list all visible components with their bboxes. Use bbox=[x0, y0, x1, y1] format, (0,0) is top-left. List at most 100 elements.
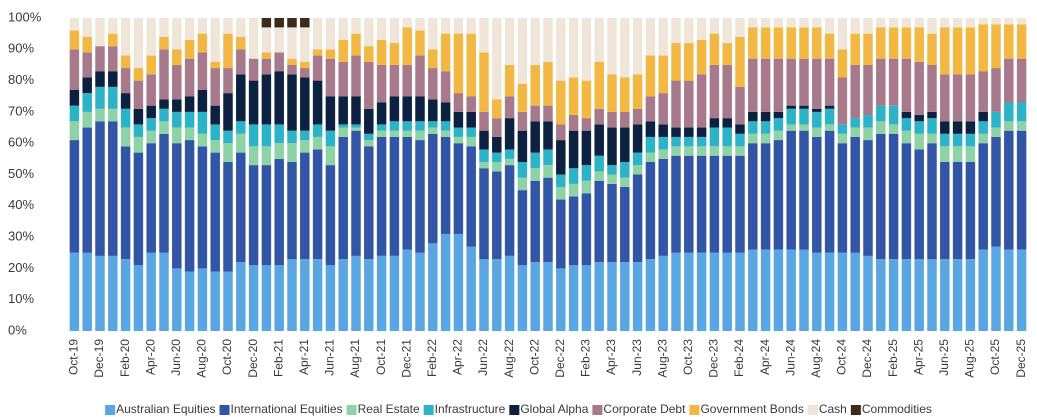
bar-segment bbox=[108, 71, 118, 87]
bar-segment bbox=[914, 149, 924, 260]
bar-segment bbox=[914, 61, 924, 116]
bar-segment bbox=[172, 143, 182, 269]
bar-segment bbox=[492, 171, 502, 260]
bar-segment bbox=[940, 133, 950, 147]
bar-segment bbox=[1004, 130, 1014, 250]
bar-segment bbox=[146, 55, 156, 75]
bar-segment bbox=[863, 18, 873, 34]
bar-segment bbox=[172, 18, 182, 50]
bar-segment bbox=[236, 49, 246, 75]
bar-segment bbox=[850, 252, 860, 331]
bar-segment bbox=[504, 118, 515, 150]
bar-segment bbox=[325, 146, 336, 166]
bar-segment bbox=[517, 83, 528, 112]
bar-segment bbox=[735, 36, 745, 87]
bar-segment bbox=[748, 143, 758, 250]
bar-segment bbox=[1004, 18, 1014, 25]
bar-segment bbox=[773, 249, 784, 331]
bar-segment bbox=[236, 74, 246, 122]
bar-segment bbox=[492, 161, 502, 172]
bar-segment bbox=[824, 33, 835, 59]
bar-segment bbox=[620, 18, 630, 78]
bar-segment bbox=[312, 259, 323, 331]
bar-segment bbox=[146, 105, 156, 119]
bar-segment bbox=[95, 86, 105, 109]
bar-segment bbox=[991, 136, 1001, 247]
x-tick-label: Dec-22 bbox=[553, 339, 567, 378]
bar-segment bbox=[146, 130, 156, 144]
y-tick-label: 70% bbox=[8, 103, 34, 118]
bar-segment bbox=[773, 58, 784, 112]
legend: Australian Equities International Equitie… bbox=[105, 402, 932, 416]
bar-segment bbox=[620, 111, 630, 128]
x-tick-label: Dec-21 bbox=[399, 339, 413, 378]
bar-segment bbox=[312, 136, 323, 150]
bar-segment bbox=[172, 64, 182, 100]
bar-segment bbox=[338, 18, 348, 40]
bar-segment bbox=[338, 136, 348, 260]
bar-segment bbox=[671, 155, 681, 253]
bar-segment bbox=[543, 149, 553, 166]
bar-segment bbox=[274, 124, 284, 144]
bar-segment bbox=[210, 271, 220, 331]
bar-segment bbox=[991, 18, 1001, 25]
bar-segment bbox=[799, 130, 809, 250]
x-tick-label: Apr-25 bbox=[911, 339, 925, 375]
bar-segment bbox=[376, 64, 387, 103]
bar-segment bbox=[300, 140, 310, 153]
bar-segment bbox=[69, 49, 80, 90]
bar-segment bbox=[530, 180, 540, 263]
bar-segment bbox=[184, 39, 195, 59]
bar-segment bbox=[748, 249, 758, 331]
bar-segment bbox=[236, 121, 246, 134]
x-tick-label: Aug-24 bbox=[809, 339, 823, 378]
bar-segment bbox=[901, 118, 912, 131]
bar-segment bbox=[287, 27, 297, 59]
bar-segment bbox=[376, 102, 387, 125]
bar-segment bbox=[978, 143, 988, 250]
bar-segment bbox=[1004, 102, 1014, 122]
bar-segment bbox=[671, 136, 681, 147]
legend-swatch bbox=[850, 405, 861, 415]
bar-segment bbox=[760, 143, 771, 250]
legend-label: Australian Equities bbox=[116, 402, 215, 416]
bar-segment bbox=[671, 43, 681, 81]
bar-segment bbox=[184, 58, 195, 97]
bar-segment bbox=[620, 127, 630, 162]
bar-segment bbox=[517, 190, 528, 266]
bar-segment bbox=[492, 152, 502, 162]
bar-segment bbox=[837, 124, 848, 134]
bar-segment bbox=[850, 33, 860, 65]
bar-segment bbox=[658, 136, 668, 150]
bar-segment bbox=[108, 86, 118, 109]
bar-segment bbox=[440, 136, 451, 234]
bar-segment bbox=[530, 168, 540, 181]
legend-swatch bbox=[105, 405, 116, 415]
bar-segment bbox=[184, 96, 195, 112]
bar-segment bbox=[261, 18, 272, 28]
bar-segment bbox=[530, 64, 540, 106]
bar-segment bbox=[632, 124, 643, 153]
bar-segment bbox=[428, 49, 438, 69]
bar-segment bbox=[812, 108, 822, 112]
bar-segment bbox=[658, 55, 668, 94]
bar-segment bbox=[735, 124, 745, 134]
bar-segment bbox=[133, 124, 144, 137]
bar-segment bbox=[812, 18, 822, 28]
bar-segment bbox=[364, 146, 374, 260]
x-tick-label: Dec-24 bbox=[860, 339, 874, 378]
bar-segment bbox=[210, 140, 220, 153]
legend-label: Real Estate bbox=[358, 402, 420, 416]
bar-segment bbox=[82, 52, 92, 78]
bar-segment bbox=[95, 108, 105, 122]
y-tick-label: 100% bbox=[8, 9, 42, 24]
bar-segment bbox=[786, 124, 796, 131]
bar-segment bbox=[568, 115, 579, 131]
bar-segment bbox=[530, 121, 540, 153]
bar-segment bbox=[722, 252, 732, 331]
bar-segment bbox=[351, 130, 361, 256]
bar-segment bbox=[837, 18, 848, 50]
bar-segment bbox=[108, 108, 118, 122]
bar-segment bbox=[530, 262, 540, 331]
